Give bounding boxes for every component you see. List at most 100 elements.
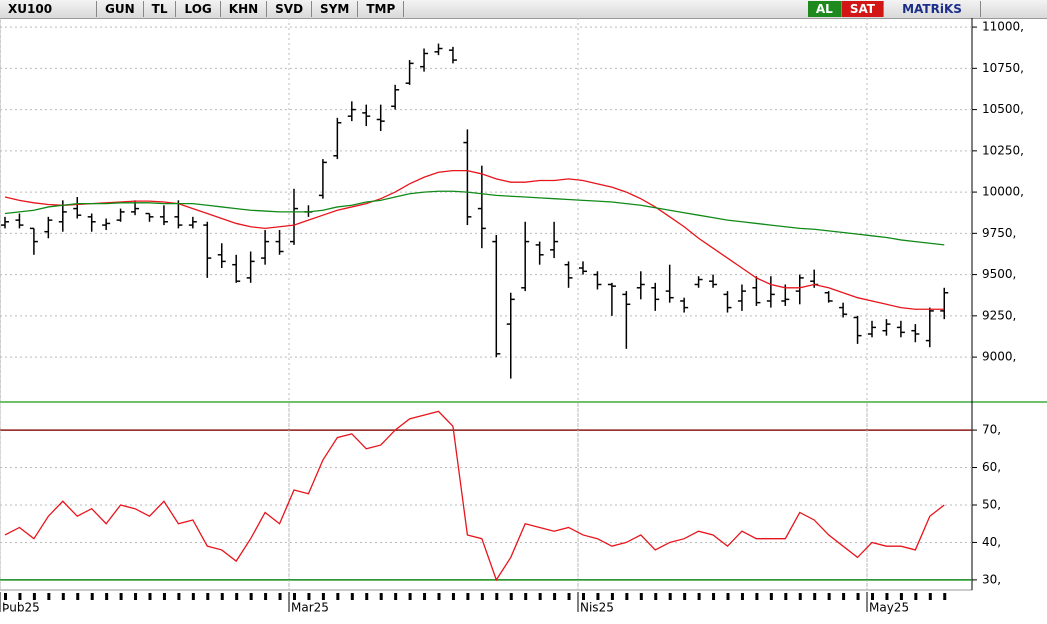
date-tick bbox=[278, 593, 282, 600]
symbol[interactable]: XU100 bbox=[0, 1, 97, 17]
date-tick bbox=[32, 593, 36, 600]
date-tick bbox=[856, 593, 860, 600]
y-tick-label: 9000, bbox=[982, 350, 1016, 364]
date-tick bbox=[639, 593, 643, 600]
date-tick bbox=[943, 593, 947, 600]
date-tick bbox=[899, 593, 903, 600]
plot-frame bbox=[0, 18, 973, 591]
date-tick bbox=[842, 593, 846, 600]
date-tick bbox=[914, 593, 918, 600]
y-tick-label: 9250, bbox=[982, 308, 1016, 322]
date-tick bbox=[668, 593, 672, 600]
date-tick bbox=[495, 593, 499, 600]
date-tick bbox=[437, 593, 441, 600]
date-tick bbox=[712, 593, 716, 600]
date-tick bbox=[90, 593, 94, 600]
date-tick bbox=[871, 593, 874, 600]
date-tick bbox=[538, 593, 542, 600]
date-tick bbox=[76, 593, 80, 600]
date-tick bbox=[134, 593, 138, 600]
indicator-line bbox=[4, 190, 945, 246]
date-tick bbox=[365, 593, 369, 600]
toolbar-button[interactable]: TL bbox=[144, 1, 177, 17]
x-tick-label: Mar25 bbox=[291, 601, 329, 615]
y-tick-label: 10500, bbox=[982, 102, 1024, 116]
date-tick bbox=[177, 593, 181, 600]
toolbar-button[interactable]: GUN bbox=[97, 1, 144, 17]
toolbar-button[interactable]: SVD bbox=[267, 1, 313, 17]
x-tick-label: May25 bbox=[869, 601, 909, 615]
x-tick-label: Nis25 bbox=[580, 601, 614, 615]
buy-button[interactable]: AL bbox=[807, 1, 842, 17]
date-tick bbox=[61, 593, 65, 600]
date-tick bbox=[928, 593, 932, 600]
date-tick bbox=[394, 593, 398, 600]
date-tick bbox=[105, 593, 109, 600]
date-tick bbox=[827, 593, 831, 600]
y-tick-label: 50, bbox=[982, 497, 1001, 511]
y-tick-label: 9500, bbox=[982, 267, 1016, 281]
date-tick bbox=[726, 593, 730, 600]
toolbar-button[interactable]: TMP bbox=[358, 1, 405, 17]
date-tick bbox=[610, 593, 614, 600]
toolbar-button[interactable]: SYM bbox=[312, 1, 359, 17]
x-tick-label: Þub25 bbox=[2, 601, 40, 615]
date-tick bbox=[206, 593, 210, 600]
date-tick bbox=[466, 593, 470, 600]
date-tick bbox=[683, 593, 687, 600]
date-tick bbox=[293, 593, 296, 600]
date-tick bbox=[307, 593, 311, 600]
date-tick bbox=[321, 593, 325, 600]
date-tick bbox=[220, 593, 224, 600]
date-tick bbox=[4, 593, 7, 600]
date-tick bbox=[336, 593, 340, 600]
brand: MATRiKS bbox=[884, 1, 981, 17]
date-tick bbox=[18, 593, 22, 600]
date-tick bbox=[784, 593, 788, 600]
date-tick bbox=[509, 593, 513, 600]
y-tick-label: 10000, bbox=[982, 185, 1024, 199]
date-tick bbox=[451, 593, 455, 600]
date-tick bbox=[408, 593, 412, 600]
date-tick bbox=[625, 593, 629, 600]
date-tick bbox=[162, 593, 166, 600]
toolbar-button[interactable]: KHN bbox=[221, 1, 268, 17]
indicator-line bbox=[4, 410, 945, 582]
date-tick bbox=[191, 593, 195, 600]
date-tick bbox=[697, 593, 701, 600]
y-tick-label: 40, bbox=[982, 535, 1001, 549]
date-tick bbox=[654, 593, 658, 600]
date-tick bbox=[379, 593, 383, 600]
date-tick bbox=[567, 593, 571, 600]
y-tick-label: 10750, bbox=[982, 61, 1024, 75]
date-tick bbox=[423, 593, 427, 600]
y-tick-label: 9750, bbox=[982, 226, 1016, 240]
toolbar: XU100 GUN TL LOG KHN SVD SYM TMP AL SAT … bbox=[0, 0, 1047, 19]
indicator-line bbox=[4, 169, 945, 310]
y-tick-label: 10250, bbox=[982, 143, 1024, 157]
y-tick-label: 11000, bbox=[982, 20, 1024, 34]
date-tick bbox=[264, 593, 268, 600]
date-tick bbox=[524, 593, 528, 600]
date-tick bbox=[813, 593, 817, 600]
date-tick bbox=[480, 593, 484, 600]
date-tick bbox=[755, 593, 759, 600]
y-tick-label: 60, bbox=[982, 460, 1001, 474]
toolbar-button[interactable]: LOG bbox=[176, 1, 221, 17]
date-tick bbox=[350, 593, 354, 600]
date-tick bbox=[553, 593, 557, 600]
date-tick bbox=[798, 593, 802, 600]
spacer bbox=[404, 1, 808, 17]
date-tick bbox=[235, 593, 239, 600]
window-controls[interactable] bbox=[981, 1, 1047, 17]
date-tick bbox=[596, 593, 600, 600]
sell-button[interactable]: SAT bbox=[841, 1, 884, 17]
chart: 9000, 9250, 9500, 9750, 10000, 10250, 10500, 10… bbox=[0, 18, 1047, 615]
date-tick bbox=[740, 593, 744, 600]
date-tick bbox=[885, 593, 889, 600]
date-tick bbox=[47, 593, 51, 600]
y-tick-label: 70, bbox=[982, 423, 1001, 437]
date-tick bbox=[769, 593, 773, 600]
y-tick-label: 30, bbox=[982, 572, 1001, 586]
